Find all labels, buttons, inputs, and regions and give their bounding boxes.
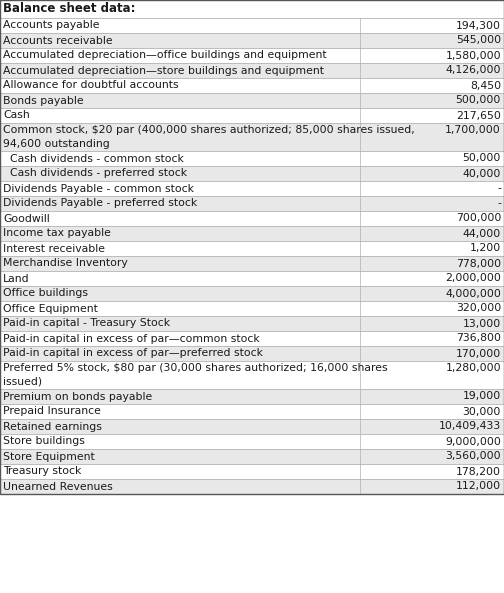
Bar [0, 226, 504, 241]
Text: 736,800: 736,800 [456, 333, 501, 343]
Text: 170,000: 170,000 [456, 349, 501, 359]
Bar [0, 211, 504, 226]
Text: Retained earnings: Retained earnings [3, 422, 102, 432]
Bar [0, 271, 504, 286]
Bar [0, 301, 504, 316]
Bar [0, 434, 504, 449]
Text: Accumulated depreciation—office buildings and equipment: Accumulated depreciation—office building… [3, 50, 327, 60]
Bar [0, 449, 504, 464]
Bar [0, 346, 504, 361]
Text: Preferred 5% stock, $80 par (30,000 shares authorized; 16,000 shares: Preferred 5% stock, $80 par (30,000 shar… [3, 363, 388, 373]
Text: Office buildings: Office buildings [3, 289, 88, 298]
Text: 13,000: 13,000 [463, 318, 501, 329]
Text: Store buildings: Store buildings [3, 436, 85, 447]
Text: Goodwill: Goodwill [3, 213, 50, 224]
Text: 44,000: 44,000 [463, 228, 501, 238]
Text: Merchandise Inventory: Merchandise Inventory [3, 259, 128, 269]
Bar [0, 331, 504, 346]
Text: 320,000: 320,000 [456, 304, 501, 314]
Text: Allowance for doubtful accounts: Allowance for doubtful accounts [3, 81, 178, 91]
Text: Premium on bonds payable: Premium on bonds payable [3, 391, 152, 401]
Text: Accounts payable: Accounts payable [3, 21, 99, 30]
Bar [0, 166, 504, 181]
Bar [0, 479, 504, 494]
Text: Income tax payable: Income tax payable [3, 228, 111, 238]
Text: 1,700,000: 1,700,000 [445, 125, 501, 135]
Bar [0, 464, 504, 479]
Bar [0, 389, 504, 404]
Bar [0, 108, 504, 123]
Text: 94,600 outstanding: 94,600 outstanding [3, 139, 110, 149]
Bar [0, 361, 504, 389]
Text: Cash: Cash [3, 110, 30, 120]
Text: Paid-in capital - Treasury Stock: Paid-in capital - Treasury Stock [3, 318, 170, 329]
Text: Dividends Payable - preferred stock: Dividends Payable - preferred stock [3, 199, 197, 209]
Bar [0, 196, 504, 211]
Text: 1,280,000: 1,280,000 [446, 363, 501, 373]
Text: 4,126,000: 4,126,000 [446, 65, 501, 75]
Text: Store Equipment: Store Equipment [3, 451, 95, 461]
Text: -: - [497, 183, 501, 193]
Bar [0, 33, 504, 48]
Text: 50,000: 50,000 [463, 154, 501, 164]
Bar [0, 404, 504, 419]
Text: Accumulated depreciation—store buildings and equipment: Accumulated depreciation—store buildings… [3, 65, 324, 75]
Text: Cash dividends - common stock: Cash dividends - common stock [3, 154, 184, 164]
Text: 4,000,000: 4,000,000 [445, 289, 501, 298]
Text: Paid-in capital in excess of par—preferred stock: Paid-in capital in excess of par—preferr… [3, 349, 263, 359]
Text: Land: Land [3, 273, 30, 283]
Text: 40,000: 40,000 [463, 168, 501, 178]
Bar [0, 123, 504, 151]
Text: Cash dividends - preferred stock: Cash dividends - preferred stock [3, 168, 187, 178]
Bar [0, 18, 504, 33]
Text: 9,000,000: 9,000,000 [445, 436, 501, 447]
Text: 8,450: 8,450 [470, 81, 501, 91]
Bar [0, 419, 504, 434]
Text: Accounts receivable: Accounts receivable [3, 36, 112, 46]
Text: 30,000: 30,000 [463, 406, 501, 416]
Bar [0, 0, 504, 18]
Text: -: - [497, 199, 501, 209]
Text: 500,000: 500,000 [456, 95, 501, 106]
Bar [0, 286, 504, 301]
Bar [0, 63, 504, 78]
Bar [0, 181, 504, 196]
Text: 112,000: 112,000 [456, 482, 501, 492]
Text: 178,200: 178,200 [456, 467, 501, 477]
Text: 3,560,000: 3,560,000 [446, 451, 501, 461]
Text: 217,650: 217,650 [456, 110, 501, 120]
Bar [0, 78, 504, 93]
Text: Bonds payable: Bonds payable [3, 95, 84, 106]
Text: Interest receivable: Interest receivable [3, 244, 105, 253]
Text: 778,000: 778,000 [456, 259, 501, 269]
Bar [0, 0, 504, 494]
Text: Dividends Payable - common stock: Dividends Payable - common stock [3, 183, 194, 193]
Text: 1,200: 1,200 [470, 244, 501, 253]
Text: Office Equipment: Office Equipment [3, 304, 98, 314]
Text: Prepaid Insurance: Prepaid Insurance [3, 406, 101, 416]
Bar [0, 241, 504, 256]
Text: Paid-in capital in excess of par—common stock: Paid-in capital in excess of par—common … [3, 333, 260, 343]
Text: Treasury stock: Treasury stock [3, 467, 81, 477]
Text: 194,300: 194,300 [456, 21, 501, 30]
Bar [0, 256, 504, 271]
Text: 1,580,000: 1,580,000 [446, 50, 501, 60]
Text: 700,000: 700,000 [456, 213, 501, 224]
Bar [0, 151, 504, 166]
Text: Common stock, $20 par (400,000 shares authorized; 85,000 shares issued,: Common stock, $20 par (400,000 shares au… [3, 125, 415, 135]
Text: 10,409,433: 10,409,433 [439, 422, 501, 432]
Text: 19,000: 19,000 [463, 391, 501, 401]
Text: Balance sheet data:: Balance sheet data: [3, 2, 136, 15]
Bar [0, 93, 504, 108]
Text: 545,000: 545,000 [456, 36, 501, 46]
Text: Unearned Revenues: Unearned Revenues [3, 482, 113, 492]
Bar [0, 48, 504, 63]
Bar [0, 316, 504, 331]
Text: issued): issued) [3, 377, 42, 387]
Text: 2,000,000: 2,000,000 [445, 273, 501, 283]
